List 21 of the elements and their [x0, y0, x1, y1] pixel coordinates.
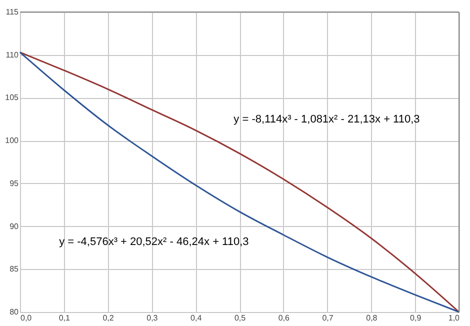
- y-tick-label: 85: [10, 264, 20, 274]
- x-tick-label: 0,3: [146, 314, 158, 322]
- y-tick-label: 100: [5, 136, 20, 146]
- x-tick-label: 0,4: [190, 314, 202, 322]
- x-tick-label: 0,8: [366, 314, 378, 322]
- x-tick-label: 0,9: [410, 314, 422, 322]
- y-tick-label: 110: [6, 50, 20, 60]
- x-tick-label: 0,7: [322, 314, 334, 322]
- x-tick-label: 0,1: [58, 314, 71, 322]
- x-tick-label: 0,0: [20, 314, 32, 322]
- x-tick-label: 0,5: [234, 314, 246, 322]
- annotation: y = -4,576x³ + 20,52x² - 46,24x + 110,3: [59, 236, 249, 248]
- y-tick-label: 90: [10, 222, 20, 231]
- x-tick-label: 0,6: [278, 314, 290, 322]
- annotation: y = -8,114x³ - 1,081x² - 21,13x + 110,3: [234, 114, 420, 126]
- y-tick-label: 80: [10, 308, 20, 316]
- y-tick-label: 105: [5, 93, 20, 102]
- y-tick-label: 95: [10, 178, 20, 188]
- x-tick-label: 1,0: [448, 314, 460, 322]
- y-tick-label: 115: [6, 8, 20, 16]
- x-tick-label: 0,2: [102, 314, 114, 322]
